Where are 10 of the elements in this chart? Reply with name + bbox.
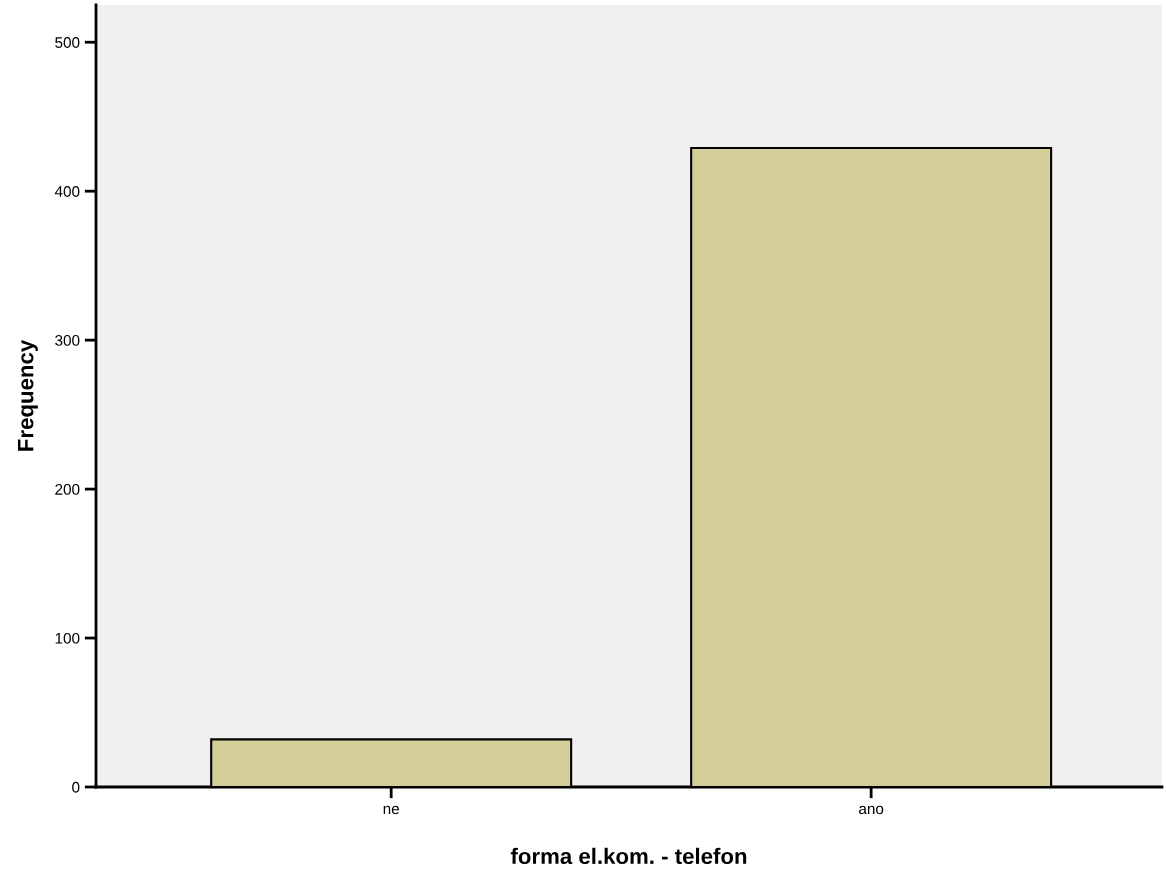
x-axis-title: forma el.kom. - telefon (510, 847, 747, 865)
x-tick-label: ne (383, 805, 399, 815)
y-tick-label: 200 (55, 483, 80, 495)
y-tick-label: 0 (72, 781, 80, 793)
y-axis-title: Frequency (17, 339, 38, 451)
x-tick-label: ano (859, 805, 884, 815)
y-tick-label: 500 (55, 37, 80, 48)
y-tick-label: 300 (55, 335, 80, 346)
y-tick-label: 100 (55, 632, 80, 644)
y-tick-label: 400 (54, 186, 80, 197)
